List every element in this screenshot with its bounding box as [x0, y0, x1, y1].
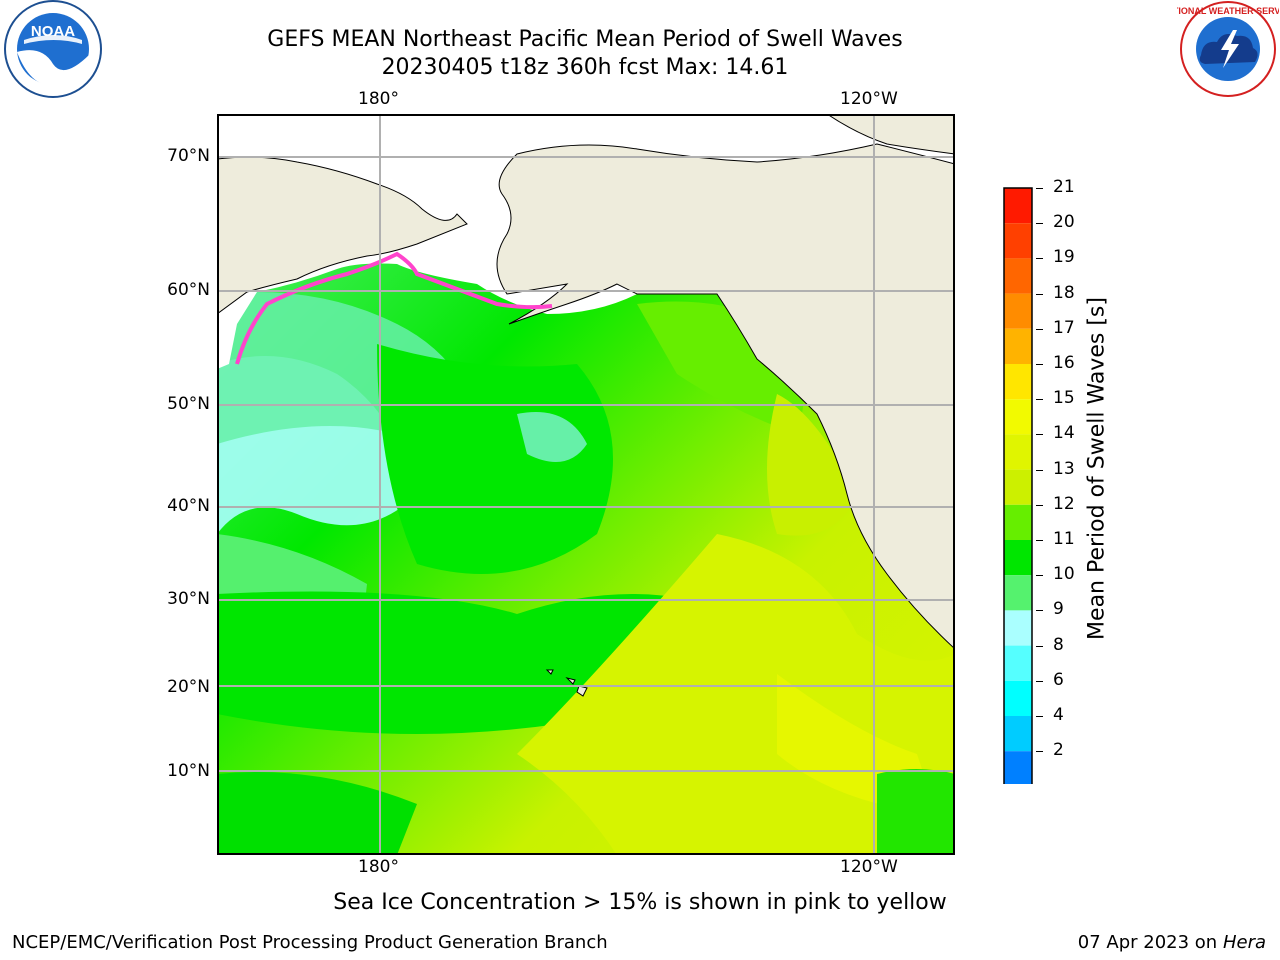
footer-credit: NCEP/EMC/Verification Post Processing Pr…: [12, 932, 608, 953]
lat-label-50n: 50°N: [167, 394, 210, 414]
colorbar-segment: [1004, 434, 1032, 470]
colorbar-tick-mark: [1036, 188, 1043, 189]
swell-zone-10-11s-south: [217, 772, 417, 855]
lon-label-bottom-180: 180°: [358, 857, 399, 877]
colorbar-segment: [1004, 575, 1032, 611]
colorbar-tick-label: 12: [1053, 493, 1075, 514]
colorbar-tick-label: 16: [1053, 353, 1075, 373]
colorbar-tick-mark: [1036, 610, 1043, 612]
colorbar-segment: [1004, 716, 1032, 752]
colorbar-segment: [1004, 293, 1032, 329]
lon-label-top-180: 180°: [358, 89, 399, 109]
colorbar-tick-label: 19: [1053, 247, 1075, 268]
colorbar-tick-label: 15: [1053, 388, 1075, 409]
sea-ice-note: Sea Ice Concentration > 15% is shown in …: [333, 890, 947, 915]
swell-zone-9-10s-gulf: [517, 412, 587, 462]
nws-logo: NATIONAL WEATHER SERVICE: [1177, 1, 1279, 97]
lat-label-70n: 70°N: [167, 146, 210, 166]
lat-label-60n: 60°N: [167, 280, 210, 300]
noaa-logo-text: NOAA: [31, 23, 75, 40]
colorbar-segment: [1004, 188, 1032, 224]
lat-label-40n: 40°N: [167, 496, 210, 516]
map-frame: [217, 114, 955, 855]
colorbar-tick-mark: [1036, 575, 1043, 577]
colorbar-tick-mark: [1036, 716, 1043, 717]
colorbar-tick-mark: [1036, 364, 1043, 365]
footer-machine: Hera: [1222, 932, 1266, 953]
colorbar-segment: [1004, 540, 1032, 576]
colorbar-segment: [1004, 399, 1032, 435]
swell-zone-12-13s-coastal: [767, 394, 857, 536]
colorbar-tick-label: 9: [1053, 599, 1064, 620]
colorbar-frame: [1003, 187, 1033, 784]
sea-ice-fringe: [235, 251, 553, 365]
colorbar-tick-mark: [1036, 293, 1043, 295]
nws-logo-text: NATIONAL WEATHER SERVICE: [1177, 6, 1279, 16]
colorbar-segment: [1004, 610, 1032, 646]
colorbar-tick-mark: [1036, 258, 1043, 260]
land-arctic-islands: [826, 114, 955, 155]
chart-title: GEFS MEAN Northeast Pacific Mean Period …: [267, 27, 903, 52]
colorbar-tick-mark: [1036, 434, 1043, 436]
lat-label-30n: 30°N: [167, 589, 210, 609]
lon-label-top-120w: 120°W: [840, 89, 898, 109]
colorbar: [1003, 187, 1033, 784]
colorbar-tick-mark: [1036, 469, 1043, 471]
colorbar-segment: [1004, 504, 1032, 540]
colorbar-tick-label: 20: [1053, 212, 1075, 233]
colorbar-segment: [1004, 469, 1032, 505]
colorbar-tick-label: 18: [1053, 282, 1075, 303]
colorbar-tick-mark: [1036, 751, 1043, 753]
colorbar-tick-mark: [1036, 504, 1043, 506]
colorbar-segment: [1004, 680, 1032, 716]
colorbar-tick-label: 6: [1053, 669, 1064, 690]
colorbar-tick-label: 14: [1053, 423, 1075, 444]
swell-zone-10-11s-central: [377, 344, 613, 574]
lon-label-bottom-120w: 120°W: [840, 857, 898, 877]
colorbar-segment: [1004, 364, 1032, 400]
lat-label-10n: 10°N: [167, 761, 210, 781]
footer-date-text: 07 Apr 2023 on: [1077, 932, 1218, 953]
colorbar-label: Mean Period of Swell Waves [s]: [1084, 297, 1110, 640]
colorbar-tick-mark: [1036, 328, 1043, 330]
colorbar-segment: [1004, 751, 1032, 784]
map-panel: [217, 114, 955, 855]
land-hawaii: [545, 669, 588, 697]
colorbar-tick-label: 2: [1053, 740, 1064, 761]
swell-zone-11-12s-southeast: [877, 769, 955, 855]
colorbar-tick-label: 4: [1053, 705, 1064, 725]
colorbar-tick-mark: [1036, 223, 1043, 225]
colorbar-tick-label: 11: [1053, 529, 1075, 549]
noaa-logo: NOAA: [4, 0, 102, 98]
chart-subtitle: 20230405 t18z 360h fcst Max: 14.61: [381, 55, 789, 80]
colorbar-tick-mark: [1036, 540, 1043, 541]
colorbar-tick-label: 21: [1053, 177, 1075, 197]
colorbar-segment: [1004, 645, 1032, 681]
land-siberia: [217, 156, 468, 315]
colorbar-segment: [1004, 223, 1032, 259]
footer-date: 07 Apr 2023 on Hera: [1078, 932, 1266, 953]
lat-label-20n: 20°N: [167, 677, 210, 697]
colorbar-tick-label: 13: [1053, 458, 1075, 479]
land-north-america: [496, 143, 955, 650]
colorbar-tick-label: 10: [1053, 564, 1075, 585]
colorbar-segment: [1004, 258, 1032, 294]
colorbar-tick-label: 8: [1053, 634, 1064, 655]
colorbar-tick-mark: [1036, 645, 1043, 647]
colorbar-tick-mark: [1036, 399, 1043, 401]
colorbar-tick-mark: [1036, 680, 1043, 682]
graticule: [217, 114, 955, 855]
colorbar-tick-label: 17: [1053, 317, 1075, 338]
colorbar-segment: [1004, 328, 1032, 364]
